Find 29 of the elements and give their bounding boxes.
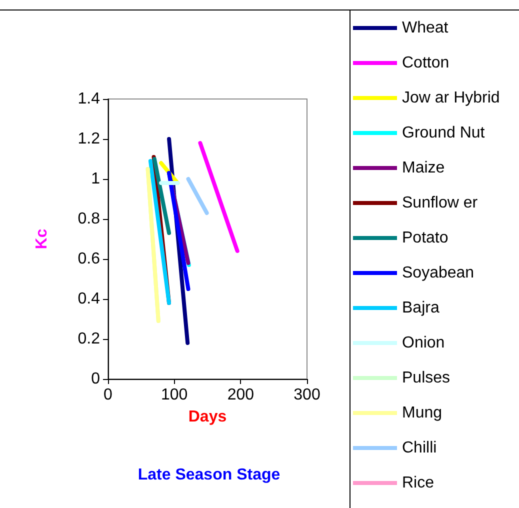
y-tick-label: 1 (91, 170, 100, 188)
legend-label: Ground Nut (402, 124, 486, 142)
legend-label: Cotton (402, 54, 450, 72)
y-tick-label: 0.8 (78, 210, 100, 228)
legend-label: Chilli (402, 440, 437, 456)
legend-label: Potato (402, 230, 448, 246)
x-tick-label: 200 (227, 386, 254, 404)
legend-label: Wheat (402, 20, 449, 36)
legend-label: Bajra (402, 300, 440, 316)
x-tick-label: 300 (294, 386, 320, 404)
legend-label: Pulses (402, 370, 450, 386)
y-tick-label: 1.2 (78, 130, 100, 148)
y-tick-label: 1.4 (78, 90, 100, 108)
y-tick-label: 0.2 (78, 330, 100, 348)
legend-label: Rice (402, 474, 434, 492)
legend-label: Sunflow er (402, 194, 478, 212)
text: Late Season Stage (138, 466, 280, 484)
y-tick-label: 0.6 (78, 250, 100, 268)
y-tick-label: 0.4 (78, 290, 100, 308)
x-axis-title: Days (188, 408, 227, 426)
legend-label: Onion (402, 334, 445, 352)
x-tick-label: 0 (104, 386, 113, 404)
legend-label: Maize (402, 160, 445, 176)
y-tick-label: 0 (91, 370, 100, 388)
legend-label: Mung (402, 404, 442, 422)
y-axis-title: Kc (34, 228, 50, 250)
x-tick-label: 100 (160, 386, 188, 404)
legend-label: Jow ar Hybrid (402, 90, 500, 106)
legend-label: Soyabean (402, 264, 474, 282)
